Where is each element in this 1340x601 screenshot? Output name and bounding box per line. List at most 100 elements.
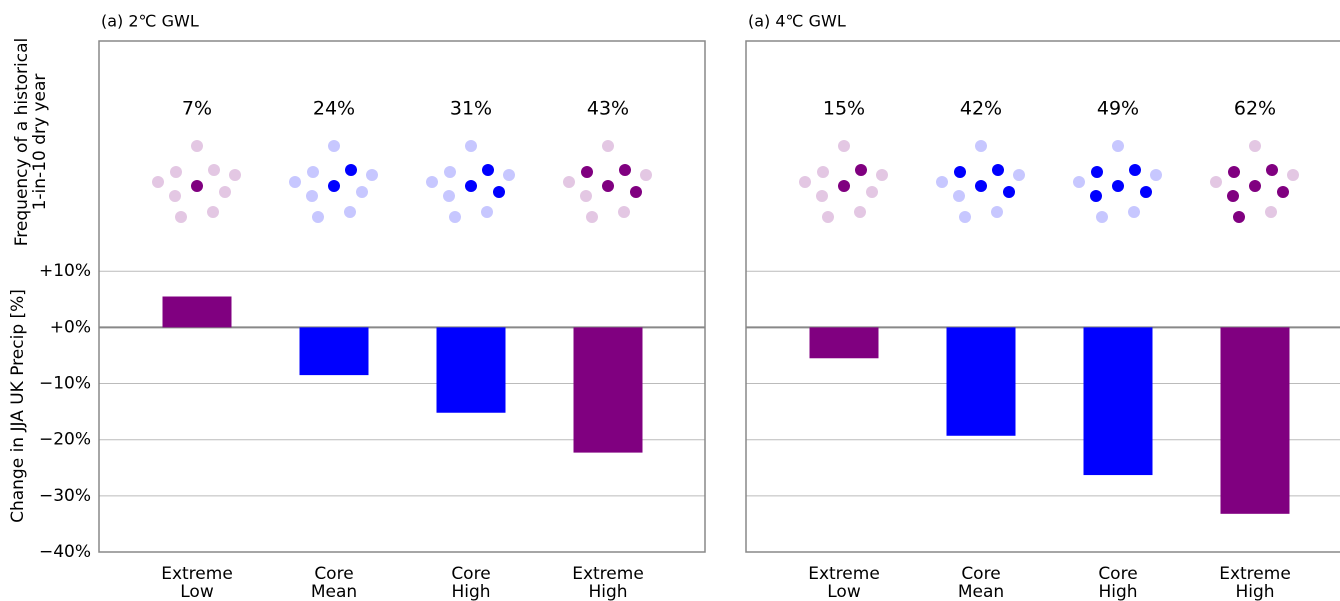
frequency-dot bbox=[465, 140, 477, 152]
frequency-dot bbox=[619, 164, 631, 176]
frequency-dot bbox=[465, 180, 477, 192]
frequency-dot bbox=[1266, 164, 1278, 176]
frequency-dot bbox=[426, 176, 438, 188]
frequency-dot bbox=[866, 186, 878, 198]
y-tick-label: −40% bbox=[39, 542, 91, 562]
frequency-dot bbox=[1249, 140, 1261, 152]
bar bbox=[573, 327, 643, 453]
frequency-dot bbox=[1150, 169, 1162, 181]
frequency-dot bbox=[208, 164, 220, 176]
frequency-dot bbox=[207, 206, 219, 218]
frequency-dot bbox=[307, 166, 319, 178]
frequency-dot bbox=[854, 206, 866, 218]
frequency-dot bbox=[328, 140, 340, 152]
bar bbox=[946, 327, 1016, 436]
frequency-dot bbox=[602, 180, 614, 192]
frequency-dot bbox=[586, 211, 598, 223]
frequency-dot bbox=[191, 140, 203, 152]
frequency-axis-label: Frequency of a historical bbox=[12, 38, 32, 246]
bar bbox=[809, 327, 879, 359]
frequency-dot bbox=[493, 186, 505, 198]
frequency-dot bbox=[1096, 211, 1108, 223]
y-tick-label: −20% bbox=[39, 430, 91, 450]
frequency-label: 49% bbox=[1097, 98, 1139, 120]
bar bbox=[1083, 327, 1153, 476]
frequency-dot bbox=[503, 169, 515, 181]
frequency-dot bbox=[1287, 169, 1299, 181]
frequency-dot bbox=[936, 176, 948, 188]
frequency-dot bbox=[229, 169, 241, 181]
frequency-dot bbox=[975, 140, 987, 152]
frequency-dot bbox=[175, 211, 187, 223]
bar bbox=[1220, 327, 1290, 514]
frequency-dot bbox=[345, 164, 357, 176]
frequency-dot bbox=[799, 176, 811, 188]
frequency-label: 43% bbox=[587, 98, 629, 120]
frequency-dot bbox=[289, 176, 301, 188]
bar bbox=[162, 296, 232, 328]
frequency-label: 42% bbox=[960, 98, 1002, 120]
frequency-dot bbox=[822, 211, 834, 223]
x-tick-label: Core bbox=[314, 564, 353, 584]
frequency-dot bbox=[170, 166, 182, 178]
x-tick-label: Mean bbox=[958, 582, 1004, 601]
x-tick-label: Core bbox=[451, 564, 490, 584]
x-tick-label: Extreme bbox=[161, 564, 233, 584]
x-tick-label: High bbox=[1098, 582, 1137, 601]
frequency-dot bbox=[618, 206, 630, 218]
frequency-dot bbox=[1090, 190, 1102, 202]
frequency-dot bbox=[630, 186, 642, 198]
frequency-dot bbox=[1210, 176, 1222, 188]
frequency-dot bbox=[1091, 166, 1103, 178]
frequency-dot bbox=[975, 180, 987, 192]
x-tick-label: Mean bbox=[311, 582, 357, 601]
frequency-dot bbox=[1013, 169, 1025, 181]
frequency-dot bbox=[169, 190, 181, 202]
frequency-dot bbox=[580, 190, 592, 202]
frequency-dot bbox=[482, 164, 494, 176]
frequency-label: 15% bbox=[823, 98, 865, 120]
frequency-dot bbox=[563, 176, 575, 188]
x-tick-label: High bbox=[451, 582, 490, 601]
frequency-dot bbox=[817, 166, 829, 178]
frequency-dot bbox=[306, 190, 318, 202]
x-tick-label: Core bbox=[961, 564, 1000, 584]
frequency-dot bbox=[219, 186, 231, 198]
frequency-dot bbox=[366, 169, 378, 181]
y-tick-label: +0% bbox=[50, 317, 91, 337]
frequency-dot bbox=[481, 206, 493, 218]
frequency-dot bbox=[344, 206, 356, 218]
frequency-dot bbox=[1112, 180, 1124, 192]
frequency-dot bbox=[838, 180, 850, 192]
x-tick-label: High bbox=[588, 582, 627, 601]
frequency-dot bbox=[1140, 186, 1152, 198]
frequency-dot bbox=[1227, 190, 1239, 202]
frequency-dot bbox=[152, 176, 164, 188]
frequency-dot bbox=[1228, 166, 1240, 178]
x-tick-label: Low bbox=[827, 582, 861, 601]
x-tick-label: Extreme bbox=[808, 564, 880, 584]
frequency-dot bbox=[959, 211, 971, 223]
frequency-dot bbox=[443, 190, 455, 202]
y-tick-label: −10% bbox=[39, 374, 91, 394]
frequency-dot bbox=[1265, 206, 1277, 218]
frequency-dot bbox=[838, 140, 850, 152]
frequency-dot bbox=[449, 211, 461, 223]
frequency-dot bbox=[444, 166, 456, 178]
x-tick-label: Extreme bbox=[1219, 564, 1291, 584]
y-tick-label: −30% bbox=[39, 486, 91, 506]
frequency-dot bbox=[954, 166, 966, 178]
frequency-dot bbox=[1233, 211, 1245, 223]
frequency-dot bbox=[1249, 180, 1261, 192]
frequency-dot bbox=[581, 166, 593, 178]
frequency-dot bbox=[953, 190, 965, 202]
frequency-dot bbox=[1112, 140, 1124, 152]
frequency-dot bbox=[312, 211, 324, 223]
plot-frame bbox=[745, 40, 1340, 553]
x-tick-label: Low bbox=[180, 582, 214, 601]
frequency-dot bbox=[191, 180, 203, 192]
x-tick-label: High bbox=[1235, 582, 1274, 601]
frequency-label: 24% bbox=[313, 98, 355, 120]
panel-title: (a) 4℃ GWL bbox=[748, 12, 846, 31]
